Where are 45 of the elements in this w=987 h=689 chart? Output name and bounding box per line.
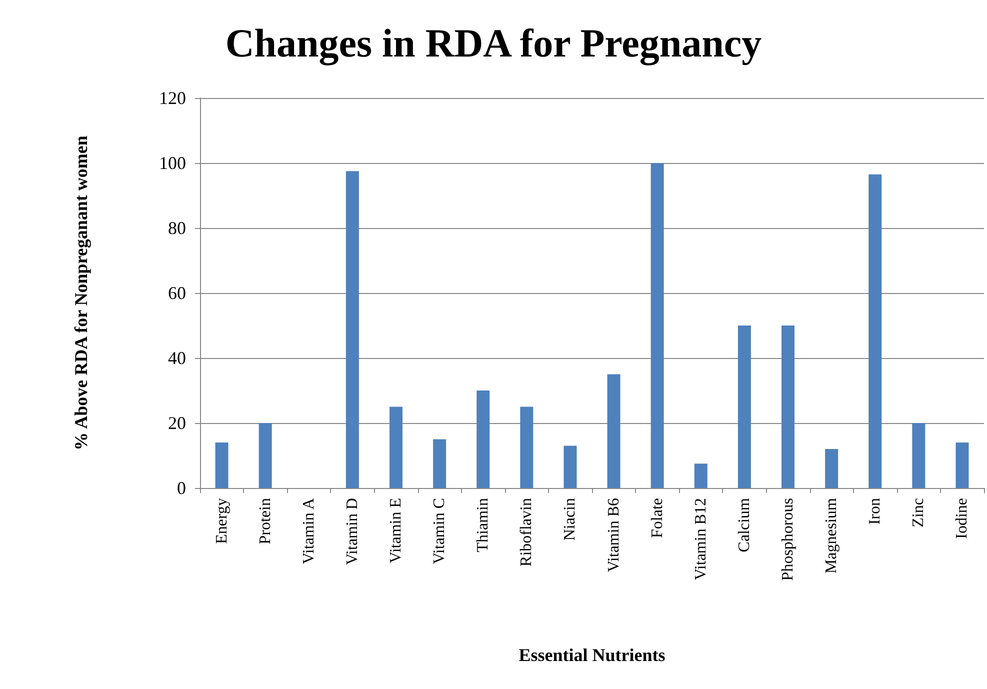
y-tick-label: 0 — [177, 478, 186, 498]
bar — [694, 464, 708, 488]
y-tick-label: 20 — [168, 413, 186, 433]
x-tick-label: Vitamin E — [388, 498, 404, 564]
y-tick-label: 40 — [168, 348, 186, 368]
bar — [956, 442, 969, 488]
x-tick-label: Energy — [213, 498, 230, 544]
x-tick-label: Calcium — [736, 497, 753, 552]
bar — [433, 439, 446, 488]
bar — [738, 326, 751, 488]
x-tick-label: Vitamin D — [344, 498, 361, 566]
x-tick-label: Thiamin — [474, 498, 492, 552]
y-tick-label: 100 — [159, 153, 186, 173]
x-tick-label: Magnesium — [823, 497, 840, 574]
chart-title: Changes in RDA for Pregnancy — [225, 20, 762, 66]
x-tick-label: Folate — [648, 498, 666, 538]
bar — [868, 174, 882, 488]
x-tick-label: Vitamin B6 — [605, 498, 622, 572]
bar — [258, 423, 272, 488]
bar — [912, 423, 926, 488]
x-tick-label: Phosphorous — [780, 498, 796, 581]
bar — [346, 171, 359, 488]
bar — [390, 406, 402, 488]
x-tick-label: Vitamin A — [300, 498, 318, 564]
x-tick-label: Vitamin C — [431, 498, 448, 564]
bar — [650, 163, 664, 488]
x-tick-label: Riboflavin — [518, 498, 536, 566]
x-tick-label: Vitamin B12 — [692, 498, 710, 580]
bar — [476, 390, 490, 488]
bar — [564, 446, 577, 488]
y-tick-label: 120 — [159, 88, 186, 108]
x-tick-label: Niacin — [562, 498, 579, 541]
bar — [520, 406, 534, 488]
bar — [782, 326, 794, 488]
bar — [825, 449, 838, 488]
x-tick-label: Zinc — [910, 498, 928, 528]
x-axis-title: Essential Nutrients — [518, 645, 666, 665]
bar — [215, 442, 228, 488]
x-tick-label: Protein — [256, 498, 274, 544]
x-tick-label: Iodine — [954, 498, 971, 539]
x-tick-label: Iron — [866, 498, 884, 525]
y-tick-label: 60 — [168, 283, 186, 303]
bar — [607, 374, 620, 488]
y-axis-title: % Above RDA for Nonpreganant women — [71, 136, 91, 450]
y-tick-label: 80 — [168, 218, 186, 238]
